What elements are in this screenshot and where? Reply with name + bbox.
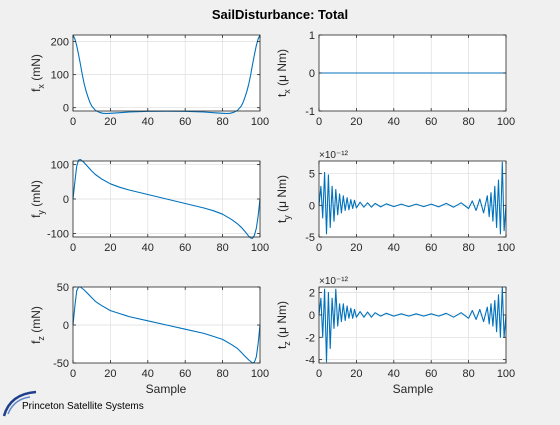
x-tick-label: 80 [462,116,474,128]
plot-background [319,287,506,363]
logo-swoosh-inner [7,396,31,415]
x-tick-label: 20 [104,368,116,380]
x-tick-label: 100 [251,242,269,254]
x-tick-label: 0 [70,242,76,254]
company-logo-text: Princeton Satellite Systems [22,401,144,412]
y-tick-label: 0 [309,200,315,212]
x-axis-label-left: Sample [146,382,187,396]
y-tick-label: 200 [51,37,69,49]
y-tick-label: 0 [309,68,315,80]
x-tick-label: 0 [70,116,76,128]
y-tick-label: 0 [63,320,69,332]
y-tick-label: -5 [305,232,315,244]
y-tick-label: 100 [51,70,69,82]
x-tick-label: 80 [216,242,228,254]
x-tick-label: 20 [104,242,116,254]
logo-mark [2,390,37,417]
series-line-fz [72,286,261,364]
axes-box [72,34,261,112]
x-tick-label: 60 [179,242,191,254]
y-tick-label: 1 [309,30,315,42]
y-tick-label: -4 [305,355,315,367]
x-tick-label: 20 [350,242,362,254]
chart-panel-tz: 0 20 40 60 80 100 -4 -2 0 2 ×10⁻¹² tz (μ Nm) [275,276,515,380]
x-tick-label: 80 [216,116,228,128]
y-tick-label: 100 [51,159,69,171]
x-tick-label: 60 [425,116,437,128]
y-tick-label: 5 [309,169,315,181]
x-tick-label: 0 [316,368,322,380]
y-axis-label: fx (mN) [29,54,46,92]
x-tick-label: 100 [251,116,269,128]
x-tick-label: 20 [104,116,116,128]
x-tick-label: 0 [316,116,322,128]
series-line-tz [318,286,507,363]
y-axis-label: tz (μ Nm) [275,301,292,349]
y-tick-label: -50 [53,358,69,370]
y-exponent-label: ×10⁻¹² [319,150,349,161]
x-tick-label: 80 [462,368,474,380]
x-tick-label: 40 [142,242,154,254]
y-tick-label: -2 [305,332,315,344]
x-tick-label: 100 [497,242,515,254]
y-tick-label: 0 [63,103,69,115]
x-axis-label-right: Sample [393,382,434,396]
x-tick-label: 40 [142,368,154,380]
y-tick-label: 2 [309,288,315,300]
x-tick-label: 40 [142,116,154,128]
x-tick-label: 40 [388,242,400,254]
x-tick-label: 40 [388,368,400,380]
y-exponent-label: ×10⁻¹² [319,276,349,287]
plot-background [73,35,260,111]
x-tick-label: 40 [388,116,400,128]
y-axis-label: ty (μ Nm) [275,175,292,223]
x-tick-label: 0 [316,242,322,254]
y-tick-label: -1 [305,106,315,118]
x-tick-label: 80 [216,368,228,380]
y-axis-label: fz (mN) [29,306,46,344]
x-tick-label: 60 [425,368,437,380]
figure-title: SailDisturbance: Total [212,7,348,22]
y-tick-label: 0 [309,310,315,322]
x-tick-label: 20 [350,368,362,380]
axes-box [318,286,507,364]
x-tick-label: 100 [497,368,515,380]
y-axis-label: fy (mN) [29,180,46,218]
x-tick-label: 80 [462,242,474,254]
x-tick-label: 100 [497,116,515,128]
y-tick-label: 50 [57,282,69,294]
series-line-ty [318,161,507,235]
x-tick-label: 20 [350,116,362,128]
axes-box [318,160,507,238]
logo-swoosh [2,390,37,417]
y-axis-label: tx (μ Nm) [275,49,292,97]
x-tick-label: 60 [179,368,191,380]
x-tick-label: 100 [251,368,269,380]
y-tick-label: -100 [47,229,69,241]
x-tick-label: 0 [70,368,76,380]
x-tick-label: 60 [179,116,191,128]
y-tick-label: 0 [63,194,69,206]
x-tick-label: 60 [425,242,437,254]
chart-panel-fx: 0 20 40 60 80 100 0 100 200 fx (mN) [29,34,269,128]
